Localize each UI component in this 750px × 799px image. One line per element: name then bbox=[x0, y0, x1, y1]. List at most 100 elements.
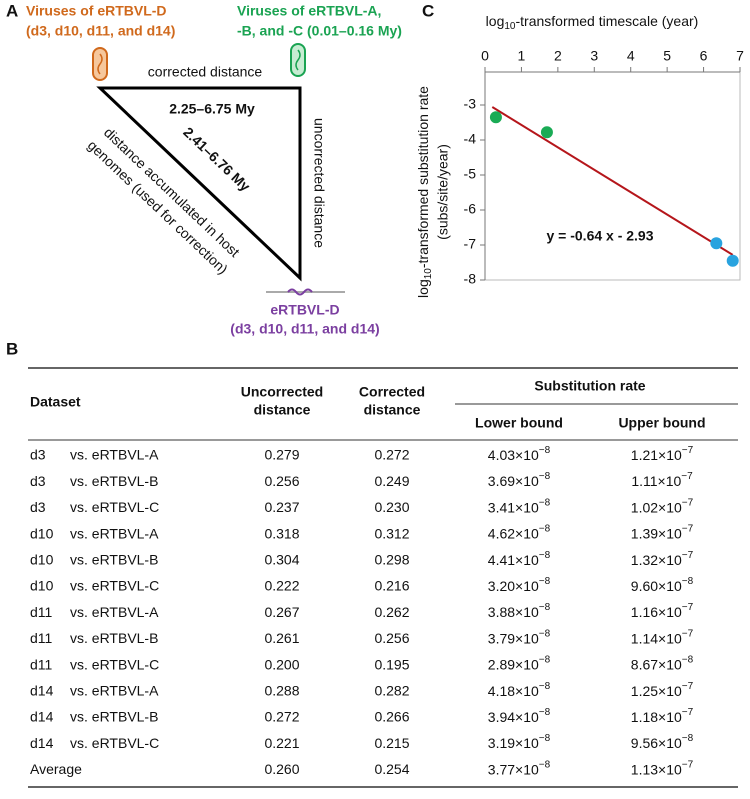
corrected-cell: 0.195 bbox=[374, 656, 409, 672]
upper-bound-cell-exponent: −8 bbox=[682, 654, 694, 665]
corrected-cell: 0.215 bbox=[374, 735, 409, 751]
upper-bound-cell-exponent: −7 bbox=[682, 445, 694, 456]
upper-bound-cell-exponent: −7 bbox=[682, 680, 694, 691]
x-tick-label: 6 bbox=[700, 48, 708, 64]
lower-bound-cell-exponent: −8 bbox=[539, 707, 551, 718]
dataset-cell: d14 bbox=[30, 683, 54, 699]
dataset-cell: d10 bbox=[30, 552, 54, 568]
integrated-virus bbox=[287, 288, 313, 296]
table-header: Substitution rate bbox=[534, 378, 645, 394]
y-axis-title-part: -transformed substitution rate bbox=[415, 86, 431, 268]
lower-bound-cell: 2.89×10−8 bbox=[488, 654, 551, 672]
uncorrected-cell: 0.279 bbox=[264, 447, 299, 463]
upper-bound-cell: 1.16×10−7 bbox=[631, 602, 694, 620]
uncorrected-cell: 0.222 bbox=[264, 578, 299, 594]
lower-bound-cell-exponent: −8 bbox=[539, 733, 551, 744]
y-axis-title: log10-transformed substitution rate bbox=[415, 86, 434, 298]
upper-bound-cell-exponent: −8 bbox=[682, 733, 694, 744]
lower-bound-cell: 4.18×10−8 bbox=[488, 680, 551, 698]
lower-bound-cell-exponent: −8 bbox=[539, 471, 551, 482]
lower-bound-cell: 3.77×10−8 bbox=[488, 759, 551, 777]
y-tick-label: -4 bbox=[464, 131, 477, 147]
panel-label: B bbox=[6, 339, 18, 358]
upper-bound-cell: 8.67×10−8 bbox=[631, 654, 694, 672]
uncorrected-cell: 0.221 bbox=[264, 735, 299, 751]
lower-bound-cell-mantissa: 3.69×10 bbox=[488, 473, 539, 489]
edge-label: corrected distance bbox=[148, 64, 263, 80]
upper-bound-cell-mantissa: 9.56×10 bbox=[631, 735, 682, 751]
upper-bound-cell-exponent: −8 bbox=[682, 576, 694, 587]
lower-bound-cell: 3.41×10−8 bbox=[488, 497, 551, 515]
dataset-cell: vs. eRTBVL-B bbox=[70, 552, 158, 568]
upper-bound-cell-exponent: −7 bbox=[682, 602, 694, 613]
corrected-cell: 0.256 bbox=[374, 630, 409, 646]
upper-bound-cell-mantissa: 1.21×10 bbox=[631, 447, 682, 463]
table-header: Dataset bbox=[30, 394, 81, 410]
corrected-cell: 0.312 bbox=[374, 525, 409, 541]
lower-bound-cell-mantissa: 4.18×10 bbox=[488, 683, 539, 699]
virus-genome bbox=[295, 49, 301, 71]
lower-bound-cell: 3.19×10−8 bbox=[488, 733, 551, 751]
upper-bound-cell: 1.02×10−7 bbox=[631, 497, 694, 515]
lower-bound-cell-mantissa: 3.19×10 bbox=[488, 735, 539, 751]
ertbvl-d-label: eRTBVL-D bbox=[270, 302, 339, 318]
lower-bound-cell-mantissa: 3.20×10 bbox=[488, 578, 539, 594]
panel-label: A bbox=[6, 1, 18, 20]
lower-bound-cell-exponent: −8 bbox=[539, 654, 551, 665]
corrected-cell: 0.266 bbox=[374, 709, 409, 725]
triangle bbox=[96, 86, 302, 282]
table-header: Lower bound bbox=[475, 415, 563, 431]
lower-bound-cell-exponent: −8 bbox=[539, 759, 551, 770]
dataset-cell: vs. eRTBVL-C bbox=[70, 499, 159, 515]
y-tick-label: -6 bbox=[464, 201, 477, 217]
upper-bound-cell-mantissa: 1.25×10 bbox=[631, 683, 682, 699]
upper-bound-cell-exponent: −7 bbox=[682, 523, 694, 534]
upper-bound-cell-mantissa: 1.32×10 bbox=[631, 552, 682, 568]
table-header: Corrected bbox=[359, 384, 425, 400]
upper-bound-cell: 1.21×10−7 bbox=[631, 445, 694, 463]
dataset-cell: vs. eRTBVL-A bbox=[70, 683, 159, 699]
upper-bound-cell: 1.13×10−7 bbox=[631, 759, 694, 777]
upper-bound-cell-exponent: −7 bbox=[681, 471, 693, 482]
upper-bound-cell-mantissa: 1.39×10 bbox=[631, 525, 682, 541]
x-axis-title-sub: 10 bbox=[504, 21, 516, 32]
uncorrected-cell: 0.304 bbox=[264, 552, 299, 568]
edge-label: uncorrected distance bbox=[311, 118, 327, 248]
y-axis-title: (subs/site/year) bbox=[435, 144, 451, 240]
upper-bound-cell-mantissa: 8.67×10 bbox=[631, 656, 682, 672]
dataset-cell: d11 bbox=[30, 630, 53, 646]
dataset-cell: d14 bbox=[30, 709, 54, 725]
plot-frame bbox=[484, 71, 741, 281]
lower-bound-cell-exponent: −8 bbox=[539, 497, 551, 508]
dataset-cell: d14 bbox=[30, 735, 54, 751]
uncorrected-cell: 0.288 bbox=[264, 683, 299, 699]
lower-bound-cell-exponent: −8 bbox=[539, 602, 551, 613]
uncorrected-cell: 0.260 bbox=[264, 761, 299, 777]
dataset-cell: d3 bbox=[30, 447, 46, 463]
upper-bound-cell-exponent: −7 bbox=[682, 549, 694, 560]
virus-d-label: (d3, d10, d11, and d14) bbox=[26, 23, 175, 39]
time-label: 2.41–6.76 My bbox=[180, 124, 253, 195]
lower-bound-cell-exponent: −8 bbox=[539, 628, 551, 639]
edge-label: distance accumulated in host bbox=[101, 124, 243, 260]
x-axis-title: log10-transformed timescale (year) bbox=[486, 13, 699, 32]
dataset-cell: vs. eRTBVL-A bbox=[70, 525, 159, 541]
dataset-cell: vs. eRTBVL-A bbox=[70, 604, 159, 620]
dataset-cell: vs. eRTBVL-B bbox=[70, 630, 158, 646]
corrected-cell: 0.262 bbox=[374, 604, 409, 620]
uncorrected-cell: 0.318 bbox=[264, 525, 299, 541]
data-point bbox=[540, 126, 553, 139]
table-header: Uncorrected bbox=[241, 384, 323, 400]
dataset-cell: vs. eRTBVL-C bbox=[70, 656, 159, 672]
x-tick-label: 0 bbox=[481, 48, 489, 64]
virus-abc-label: Viruses of eRTBVL-A, bbox=[237, 3, 381, 19]
x-tick-label: 4 bbox=[627, 48, 635, 64]
dataset-cell: vs. eRTBVL-B bbox=[70, 709, 158, 725]
lower-bound-cell: 4.41×10−8 bbox=[488, 549, 551, 567]
upper-bound-cell: 1.11×10−7 bbox=[631, 471, 693, 489]
upper-bound-cell-exponent: −7 bbox=[682, 628, 694, 639]
dataset-cell: d11 bbox=[30, 656, 53, 672]
uncorrected-cell: 0.200 bbox=[264, 656, 299, 672]
dataset-cell: d3 bbox=[30, 473, 46, 489]
